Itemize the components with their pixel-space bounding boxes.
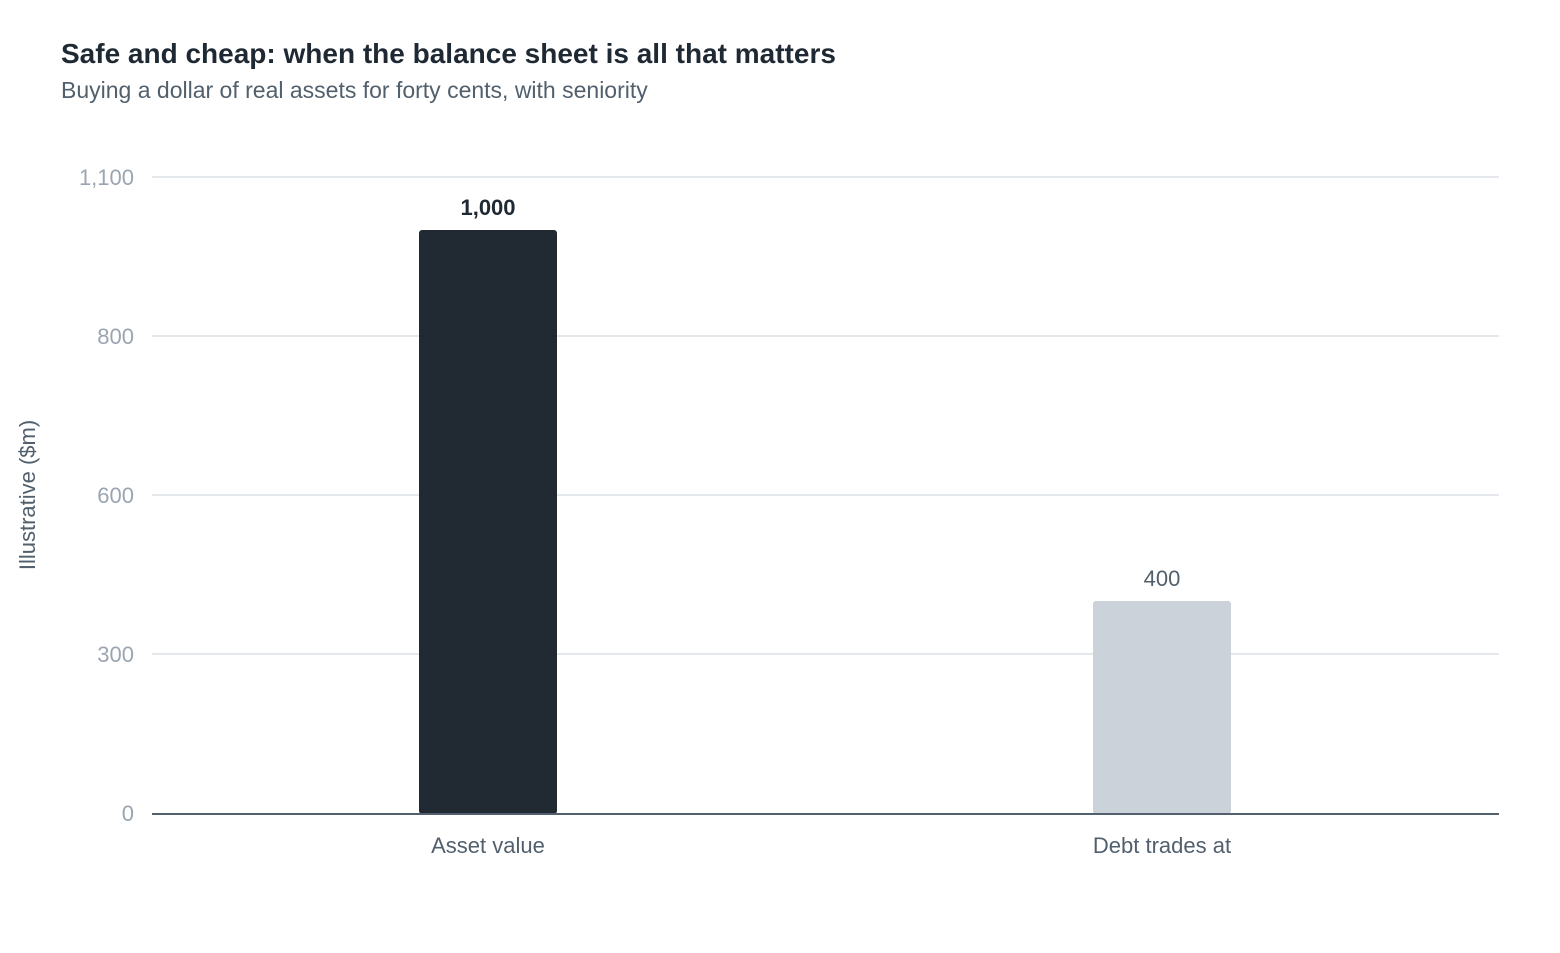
y-tick-label: 300: [97, 642, 134, 667]
chart-title: Safe and cheap: when the balance sheet i…: [61, 38, 836, 69]
data-label: 1,000: [460, 195, 515, 220]
bar-debt-trades-at: [1093, 601, 1231, 814]
x-category-label: Asset value: [431, 833, 545, 858]
y-axis-title: Illustrative ($m): [15, 420, 40, 570]
gridlines: [152, 176, 1499, 655]
x-category-label: Debt trades at: [1093, 833, 1231, 858]
y-axis-ticks: 0 300 600 800 1,100: [79, 165, 134, 826]
data-labels: 1,000 400: [460, 195, 1180, 591]
y-tick-label: 1,100: [79, 165, 134, 190]
chart-subtitle: Buying a dollar of real assets for forty…: [61, 77, 648, 103]
y-tick-label: 0: [122, 801, 134, 826]
bars: [419, 230, 1231, 814]
data-label: 400: [1144, 566, 1181, 591]
y-tick-label: 600: [97, 483, 134, 508]
bar-asset-value: [419, 230, 557, 814]
y-tick-label: 800: [97, 324, 134, 349]
x-axis-categories: Asset value Debt trades at: [431, 833, 1231, 858]
